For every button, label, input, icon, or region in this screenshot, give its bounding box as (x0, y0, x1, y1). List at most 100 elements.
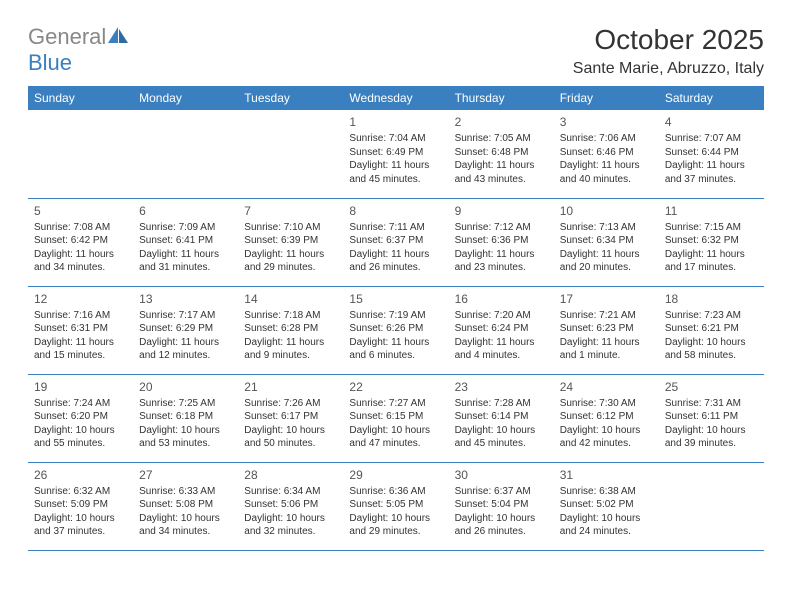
sunrise-text: Sunrise: 7:21 AM (560, 309, 653, 323)
sunrise-text: Sunrise: 7:28 AM (455, 397, 548, 411)
daylight-text-1: Daylight: 10 hours (560, 424, 653, 438)
day-header: Friday (554, 86, 659, 110)
daylight-text-1: Daylight: 11 hours (34, 336, 127, 350)
daylight-text-2: and 50 minutes. (244, 437, 337, 451)
calendar-cell: 19Sunrise: 7:24 AMSunset: 6:20 PMDayligh… (28, 374, 133, 462)
day-number: 21 (244, 379, 337, 395)
calendar-cell: 14Sunrise: 7:18 AMSunset: 6:28 PMDayligh… (238, 286, 343, 374)
sunset-text: Sunset: 6:37 PM (349, 234, 442, 248)
calendar-row: 5Sunrise: 7:08 AMSunset: 6:42 PMDaylight… (28, 198, 764, 286)
calendar-cell: 2Sunrise: 7:05 AMSunset: 6:48 PMDaylight… (449, 110, 554, 198)
sunrise-text: Sunrise: 7:07 AM (665, 132, 758, 146)
calendar-cell: 17Sunrise: 7:21 AMSunset: 6:23 PMDayligh… (554, 286, 659, 374)
day-number: 30 (455, 467, 548, 483)
daylight-text-2: and 4 minutes. (455, 349, 548, 363)
sunrise-text: Sunrise: 6:36 AM (349, 485, 442, 499)
calendar-cell: 6Sunrise: 7:09 AMSunset: 6:41 PMDaylight… (133, 198, 238, 286)
daylight-text-1: Daylight: 10 hours (455, 424, 548, 438)
sunset-text: Sunset: 6:39 PM (244, 234, 337, 248)
daylight-text-2: and 47 minutes. (349, 437, 442, 451)
sunset-text: Sunset: 6:48 PM (455, 146, 548, 160)
calendar-cell-empty (133, 110, 238, 198)
sunrise-text: Sunrise: 7:13 AM (560, 221, 653, 235)
daylight-text-1: Daylight: 11 hours (139, 336, 232, 350)
daylight-text-2: and 20 minutes. (560, 261, 653, 275)
day-number: 15 (349, 291, 442, 307)
day-header: Sunday (28, 86, 133, 110)
calendar-cell-empty (28, 110, 133, 198)
daylight-text-2: and 26 minutes. (349, 261, 442, 275)
calendar-cell: 4Sunrise: 7:07 AMSunset: 6:44 PMDaylight… (659, 110, 764, 198)
logo-sail-icon (107, 26, 129, 44)
daylight-text-2: and 12 minutes. (139, 349, 232, 363)
sunrise-text: Sunrise: 7:20 AM (455, 309, 548, 323)
daylight-text-2: and 17 minutes. (665, 261, 758, 275)
daylight-text-2: and 39 minutes. (665, 437, 758, 451)
daylight-text-2: and 42 minutes. (560, 437, 653, 451)
calendar-cell-empty (659, 462, 764, 550)
sunrise-text: Sunrise: 6:38 AM (560, 485, 653, 499)
calendar-cell: 15Sunrise: 7:19 AMSunset: 6:26 PMDayligh… (343, 286, 448, 374)
sunrise-text: Sunrise: 7:23 AM (665, 309, 758, 323)
day-number: 12 (34, 291, 127, 307)
sunrise-text: Sunrise: 7:10 AM (244, 221, 337, 235)
day-number: 5 (34, 203, 127, 219)
sunrise-text: Sunrise: 7:12 AM (455, 221, 548, 235)
daylight-text-1: Daylight: 11 hours (665, 159, 758, 173)
sunrise-text: Sunrise: 7:04 AM (349, 132, 442, 146)
calendar-cell: 31Sunrise: 6:38 AMSunset: 5:02 PMDayligh… (554, 462, 659, 550)
sunset-text: Sunset: 5:08 PM (139, 498, 232, 512)
daylight-text-2: and 15 minutes. (34, 349, 127, 363)
sunrise-text: Sunrise: 7:15 AM (665, 221, 758, 235)
sunrise-text: Sunrise: 7:27 AM (349, 397, 442, 411)
calendar-cell: 13Sunrise: 7:17 AMSunset: 6:29 PMDayligh… (133, 286, 238, 374)
sunset-text: Sunset: 5:06 PM (244, 498, 337, 512)
sunset-text: Sunset: 6:36 PM (455, 234, 548, 248)
day-number: 8 (349, 203, 442, 219)
sunrise-text: Sunrise: 6:37 AM (455, 485, 548, 499)
calendar-cell: 23Sunrise: 7:28 AMSunset: 6:14 PMDayligh… (449, 374, 554, 462)
daylight-text-1: Daylight: 10 hours (244, 512, 337, 526)
sunset-text: Sunset: 6:31 PM (34, 322, 127, 336)
daylight-text-1: Daylight: 10 hours (349, 424, 442, 438)
day-number: 25 (665, 379, 758, 395)
daylight-text-1: Daylight: 11 hours (455, 248, 548, 262)
day-number: 11 (665, 203, 758, 219)
day-number: 1 (349, 114, 442, 130)
sunset-text: Sunset: 6:26 PM (349, 322, 442, 336)
sunset-text: Sunset: 6:32 PM (665, 234, 758, 248)
daylight-text-2: and 58 minutes. (665, 349, 758, 363)
day-number: 9 (455, 203, 548, 219)
sunrise-text: Sunrise: 6:33 AM (139, 485, 232, 499)
calendar-cell-empty (238, 110, 343, 198)
calendar-cell: 16Sunrise: 7:20 AMSunset: 6:24 PMDayligh… (449, 286, 554, 374)
sunrise-text: Sunrise: 7:16 AM (34, 309, 127, 323)
daylight-text-1: Daylight: 11 hours (34, 248, 127, 262)
calendar-cell: 22Sunrise: 7:27 AMSunset: 6:15 PMDayligh… (343, 374, 448, 462)
sunset-text: Sunset: 6:49 PM (349, 146, 442, 160)
daylight-text-2: and 29 minutes. (244, 261, 337, 275)
daylight-text-1: Daylight: 10 hours (139, 512, 232, 526)
calendar-cell: 11 Sunrise: 7:15 AMSunset: 6:32 PMDayligh… (659, 198, 764, 286)
calendar-cell: 29Sunrise: 6:36 AMSunset: 5:05 PMDayligh… (343, 462, 448, 550)
daylight-text-2: and 1 minute. (560, 349, 653, 363)
sunset-text: Sunset: 5:09 PM (34, 498, 127, 512)
sunrise-text: Sunrise: 7:09 AM (139, 221, 232, 235)
daylight-text-1: Daylight: 11 hours (349, 159, 442, 173)
daylight-text-2: and 31 minutes. (139, 261, 232, 275)
calendar-cell: 7Sunrise: 7:10 AMSunset: 6:39 PMDaylight… (238, 198, 343, 286)
calendar-cell: 28Sunrise: 6:34 AMSunset: 5:06 PMDayligh… (238, 462, 343, 550)
calendar-cell: 18Sunrise: 7:23 AMSunset: 6:21 PMDayligh… (659, 286, 764, 374)
calendar-body: 1Sunrise: 7:04 AMSunset: 6:49 PMDaylight… (28, 110, 764, 550)
logo-text-1: General (28, 24, 106, 49)
day-number: 29 (349, 467, 442, 483)
daylight-text-1: Daylight: 11 hours (455, 336, 548, 350)
calendar-cell: 27Sunrise: 6:33 AMSunset: 5:08 PMDayligh… (133, 462, 238, 550)
daylight-text-1: Daylight: 11 hours (665, 248, 758, 262)
sunrise-text: Sunrise: 7:05 AM (455, 132, 548, 146)
location: Sante Marie, Abruzzo, Italy (573, 60, 764, 78)
daylight-text-2: and 34 minutes. (139, 525, 232, 539)
sunset-text: Sunset: 6:28 PM (244, 322, 337, 336)
day-header: Saturday (659, 86, 764, 110)
day-number: 19 (34, 379, 127, 395)
